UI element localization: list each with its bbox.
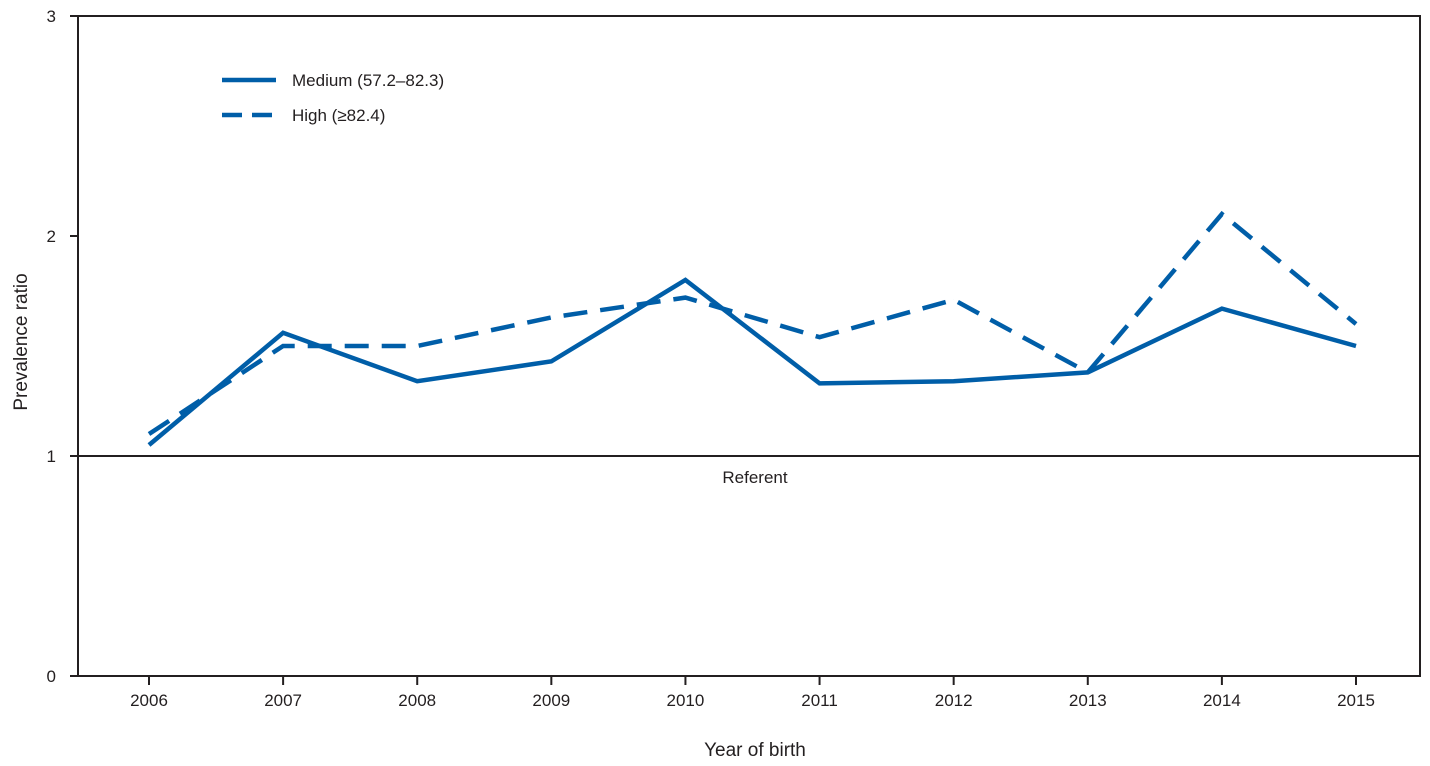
x-tick-label: 2011 <box>801 691 838 710</box>
x-tick-label: 2010 <box>667 691 705 710</box>
legend: Medium (57.2–82.3) High (≥82.4) <box>222 71 444 125</box>
x-axis: 2006 2007 2008 2009 2010 2011 2012 2013 2014 2015 <box>130 676 1375 710</box>
y-axis-title: Prevalence ratio <box>11 273 32 410</box>
series-layer <box>147 210 1358 447</box>
series-line-medium <box>147 277 1357 447</box>
plot-frame <box>77 15 1421 677</box>
x-tick-label: 2013 <box>1069 691 1107 710</box>
referent-label: Referent <box>722 468 787 487</box>
x-tick-label: 2014 <box>1203 691 1241 710</box>
y-axis: 0 1 2 3 <box>47 7 78 686</box>
x-tick-label: 2006 <box>130 691 168 710</box>
legend-label: High (≥82.4) <box>292 106 385 125</box>
x-tick-label: 2009 <box>532 691 570 710</box>
y-tick-label: 2 <box>47 227 56 246</box>
plot-area-border <box>77 15 1421 677</box>
x-tick-label: 2007 <box>264 691 302 710</box>
x-tick-label: 2015 <box>1337 691 1375 710</box>
y-tick-label: 3 <box>47 7 56 26</box>
y-tick-label: 1 <box>47 447 56 466</box>
x-tick-label: 2012 <box>935 691 973 710</box>
x-tick-label: 2008 <box>398 691 436 710</box>
legend-label: Medium (57.2–82.3) <box>292 71 444 90</box>
series-line-high <box>147 210 1358 436</box>
x-axis-title: Year of birth <box>704 740 806 761</box>
reference-line-group: Referent <box>78 455 1420 487</box>
y-tick-label: 0 <box>47 667 56 686</box>
